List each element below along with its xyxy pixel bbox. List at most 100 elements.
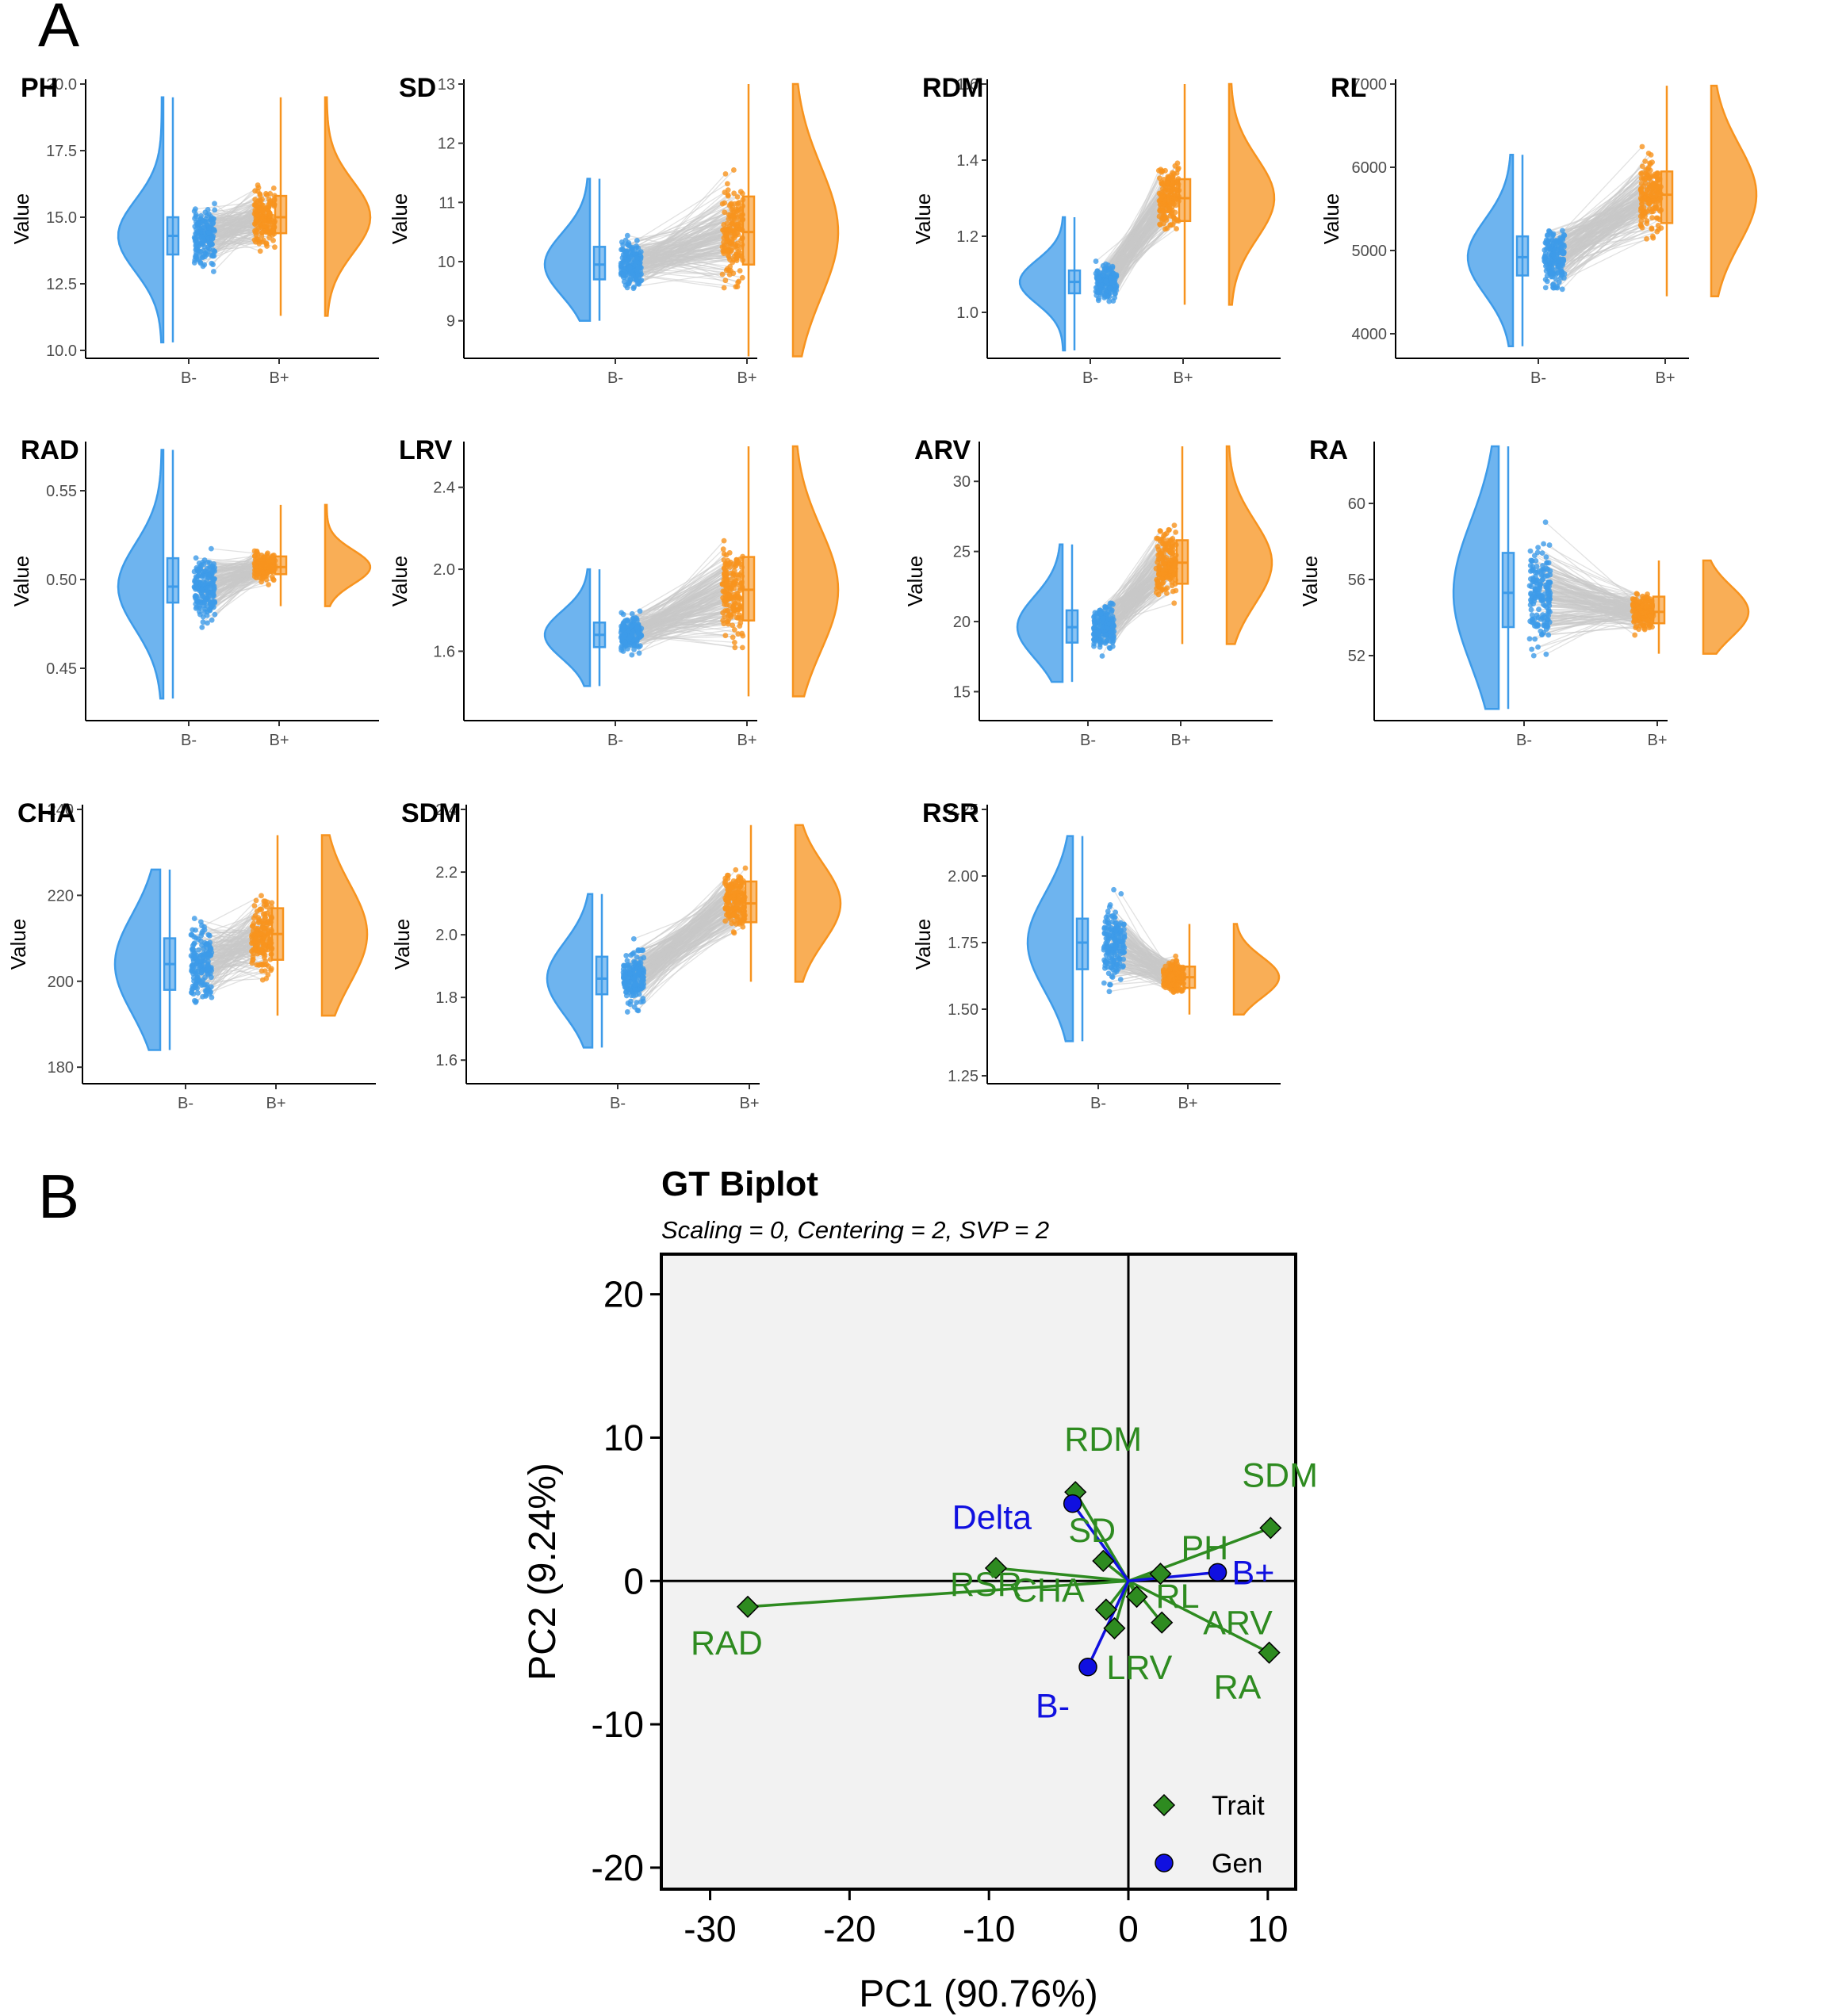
b-minus-point (193, 254, 199, 260)
y-axis-title: Value (6, 919, 30, 970)
y-tick-label: 180 (48, 1059, 74, 1077)
b-minus-point (202, 598, 209, 603)
panel-title: ARV (914, 435, 971, 465)
b-plus-violin (324, 96, 372, 317)
b-plus-point (1638, 186, 1645, 192)
panel-title: LRV (399, 435, 453, 465)
b-minus-point (1542, 255, 1547, 262)
b-plus-point (1166, 193, 1172, 199)
b-minus-point (189, 931, 195, 938)
b-minus-point (1541, 541, 1546, 547)
b-plus-point (1647, 613, 1653, 618)
b-plus-point (1171, 522, 1178, 529)
b-plus-point (250, 923, 256, 929)
raincloud-panels: 10.012.515.017.520.0B- B+ValuePH910111213… (6, 73, 1758, 1112)
b-minus-point (1535, 545, 1542, 551)
pair-line (1553, 238, 1647, 286)
b-minus-point (1093, 258, 1099, 264)
x-tick-label: B+ (269, 369, 289, 387)
pair-line (635, 205, 730, 263)
b-minus-point (1092, 629, 1098, 636)
b-minus-point (194, 595, 201, 602)
b-minus-point (1097, 610, 1104, 617)
b-minus-box (166, 449, 180, 699)
b-minus-points (191, 545, 218, 630)
b-minus-point (1543, 246, 1549, 252)
b-minus-point (200, 928, 205, 935)
b-minus-point (1545, 596, 1551, 603)
b-minus-point (199, 979, 205, 985)
b-minus-point (1113, 284, 1120, 290)
b-plus-point (1171, 186, 1178, 193)
b-plus-points (1637, 143, 1664, 242)
b-plus-point (730, 595, 736, 600)
b-plus-point (1639, 163, 1645, 170)
x-tick-label: B+ (737, 369, 756, 387)
b-plus-point (1157, 528, 1163, 534)
b-plus-point (1160, 541, 1166, 546)
b-plus-point (1162, 201, 1168, 207)
b-minus-point (208, 545, 214, 552)
b-plus-point (259, 893, 264, 899)
b-minus-point (191, 208, 197, 214)
y-tick-label: 0.45 (46, 660, 77, 678)
b-minus-point (205, 931, 212, 938)
b-plus-points (249, 893, 275, 983)
b-minus-point (193, 247, 199, 253)
x-tick-label: B+ (1173, 369, 1193, 387)
x-tick-label: B+ (1647, 732, 1667, 749)
b-minus-point (1112, 295, 1118, 300)
b-minus-point (1544, 560, 1549, 566)
b-plus-point (732, 564, 737, 570)
b-plus-point (1647, 205, 1653, 212)
b-plus-point (735, 599, 741, 606)
b-plus-point (734, 243, 741, 249)
b-minus-point (211, 576, 217, 582)
b-plus-point (266, 930, 272, 936)
b-minus-violin (117, 96, 165, 344)
b-plus-point (1642, 197, 1649, 203)
pair-line (1112, 217, 1166, 284)
b-plus-point (729, 239, 735, 245)
b-minus-point (1543, 626, 1549, 632)
y-axis-title: Value (911, 193, 935, 245)
b-minus-point (209, 994, 215, 1000)
b-plus-point (252, 933, 258, 939)
b-minus-point (1106, 298, 1113, 304)
b-plus-point (734, 572, 741, 578)
b-plus-point (250, 951, 256, 957)
b-plus-point (1630, 603, 1637, 609)
y-tick-label: 2.4 (433, 480, 455, 497)
pair-line (1554, 196, 1646, 242)
b-plus-point (1159, 205, 1166, 212)
b-plus-point (1638, 608, 1644, 614)
y-tick-label: 0.55 (46, 483, 77, 500)
b-minus-point (1539, 577, 1545, 583)
b-plus-points (251, 182, 278, 254)
b-plus-point (1643, 604, 1649, 610)
b-plus-point (263, 975, 270, 981)
pair-line (629, 560, 729, 623)
b-minus-point (1108, 629, 1114, 636)
x-tick-label: B- (1082, 369, 1098, 387)
b-plus-point (267, 212, 274, 218)
b-minus-point (621, 259, 627, 266)
b-plus-point (1162, 572, 1169, 578)
b-minus-points (1526, 519, 1553, 659)
b-plus-point (266, 582, 272, 587)
b-plus-point (1655, 197, 1661, 204)
b-plus-point (1164, 225, 1170, 231)
b-minus-point (634, 615, 640, 622)
b-minus-point (197, 609, 202, 615)
pair-line (197, 977, 266, 983)
b-minus-violin (113, 868, 162, 1051)
b-minus-point (1093, 613, 1099, 619)
b-plus-point (1642, 159, 1649, 164)
b-plus-point (725, 181, 730, 187)
b-plus-point (270, 569, 275, 575)
b-minus-point (206, 225, 213, 231)
b-plus-point (739, 645, 745, 651)
y-tick-label: 200 (48, 974, 74, 991)
